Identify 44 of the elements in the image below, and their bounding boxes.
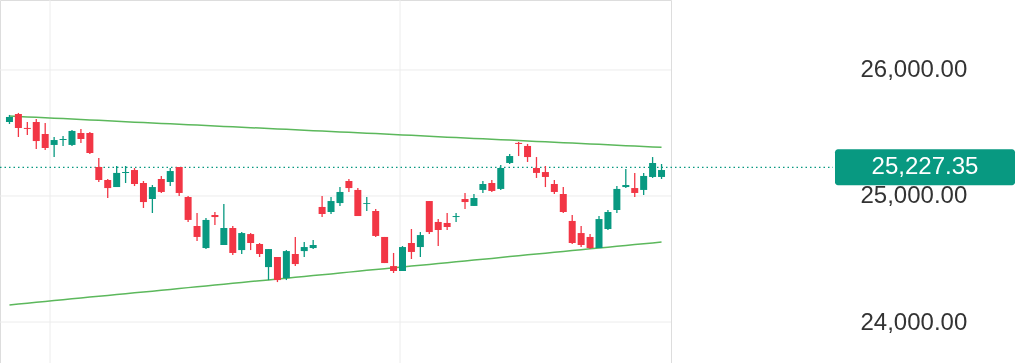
candlestick xyxy=(238,231,246,255)
candlestick xyxy=(461,192,469,210)
ref-line-label: 25,227.35 xyxy=(871,152,979,180)
candlestick xyxy=(318,195,326,218)
y-tick-label: 25,000.00 xyxy=(860,181,968,209)
candlestick xyxy=(622,168,630,189)
candlestick xyxy=(220,203,228,246)
candlestick xyxy=(532,156,540,179)
candlestick xyxy=(148,184,156,214)
candlestick xyxy=(407,228,415,260)
candlestick xyxy=(434,218,442,247)
line-series xyxy=(8,115,663,149)
candlestick xyxy=(631,172,639,198)
candlestick xyxy=(291,236,299,267)
candlestick xyxy=(416,231,424,258)
candlestick xyxy=(265,248,273,281)
candlestick xyxy=(104,178,112,199)
candlestick xyxy=(86,131,94,155)
candlestick xyxy=(131,167,139,187)
candlestick xyxy=(577,225,585,248)
candlestick xyxy=(640,172,648,196)
candlestick xyxy=(497,164,505,191)
candlestick xyxy=(273,256,281,283)
candlestick xyxy=(139,180,147,209)
candlestick xyxy=(184,195,192,223)
candlestick xyxy=(524,143,532,163)
y-tick-label: 26,000.00 xyxy=(860,55,968,83)
candlestick xyxy=(452,212,460,223)
candlestick xyxy=(613,185,621,214)
candlestick xyxy=(568,214,576,245)
candlestick xyxy=(95,157,103,183)
candlestick xyxy=(166,167,174,187)
candlestick xyxy=(211,211,219,226)
candlestick xyxy=(32,118,40,150)
candlestick xyxy=(41,122,49,151)
candlestick xyxy=(398,245,406,272)
candlestick xyxy=(541,165,549,188)
candlestick xyxy=(193,212,201,242)
y-tick-label: 24,000.00 xyxy=(860,307,968,335)
candlestick xyxy=(50,136,58,158)
line-series xyxy=(8,241,663,306)
candlestick xyxy=(559,186,567,214)
candlestick xyxy=(14,112,22,138)
candlestick xyxy=(390,252,398,274)
